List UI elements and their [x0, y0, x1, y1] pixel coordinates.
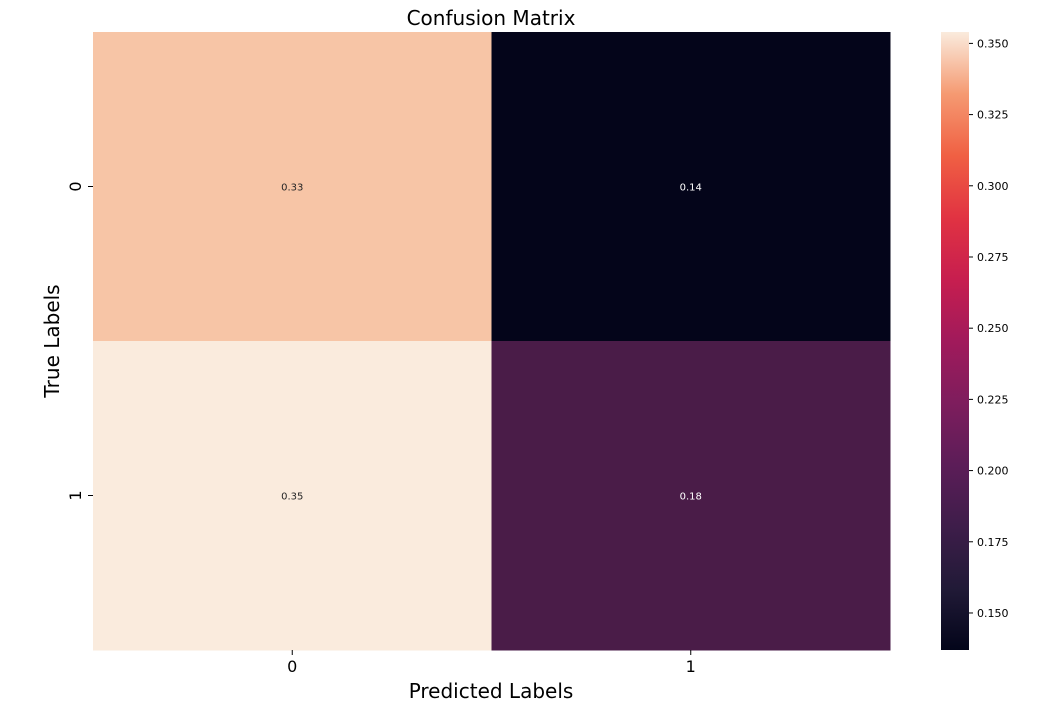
heatmap-cell-1-0: [93, 341, 492, 651]
colorbar: [941, 32, 969, 650]
colorbar-tick-label-3: 0.225: [977, 393, 1009, 406]
colorbar-tick-label-2: 0.200: [977, 465, 1009, 478]
cell-annotation-1-1: 0.18: [680, 492, 702, 503]
x-tick-label-1: 1: [686, 657, 696, 676]
colorbar-ticks: 0.150 0.175 0.200 0.225 0.250 0.275 0.300 0.325…: [969, 37, 1009, 620]
heatmap-cell-0-1: [491, 32, 891, 342]
y-axis-ticks: 01: [66, 181, 93, 501]
cell-annotation-0-1: 0.14: [680, 183, 702, 194]
chart-title: Confusion Matrix: [407, 6, 576, 30]
colorbar-tick-label-6: 0.300: [977, 180, 1009, 193]
y-tick-label-1: 1: [66, 490, 85, 500]
colorbar-tick-label-4: 0.250: [977, 322, 1009, 335]
heatmap-annotations: 0.33 0.14 0.35 0.18: [281, 183, 702, 503]
x-tick-label-0: 0: [287, 657, 297, 676]
heatmap-cell-1-1: [491, 341, 891, 651]
colorbar-tick-label-5: 0.275: [977, 251, 1009, 264]
y-axis-label: True Labels: [40, 284, 64, 398]
colorbar-tick-label-7: 0.325: [977, 109, 1009, 122]
cell-annotation-0-0: 0.33: [281, 183, 303, 194]
colorbar-tick-label-0: 0.150: [977, 607, 1009, 620]
y-tick-label-0: 0: [66, 181, 85, 191]
heatmap-cell-0-0: [93, 32, 492, 342]
heatmap-cells: [93, 32, 891, 651]
cell-annotation-1-0: 0.35: [281, 492, 303, 503]
colorbar-tick-label-1: 0.175: [977, 536, 1009, 549]
colorbar-tick-label-8: 0.350: [977, 37, 1009, 50]
x-axis-label: Predicted Labels: [409, 679, 574, 703]
